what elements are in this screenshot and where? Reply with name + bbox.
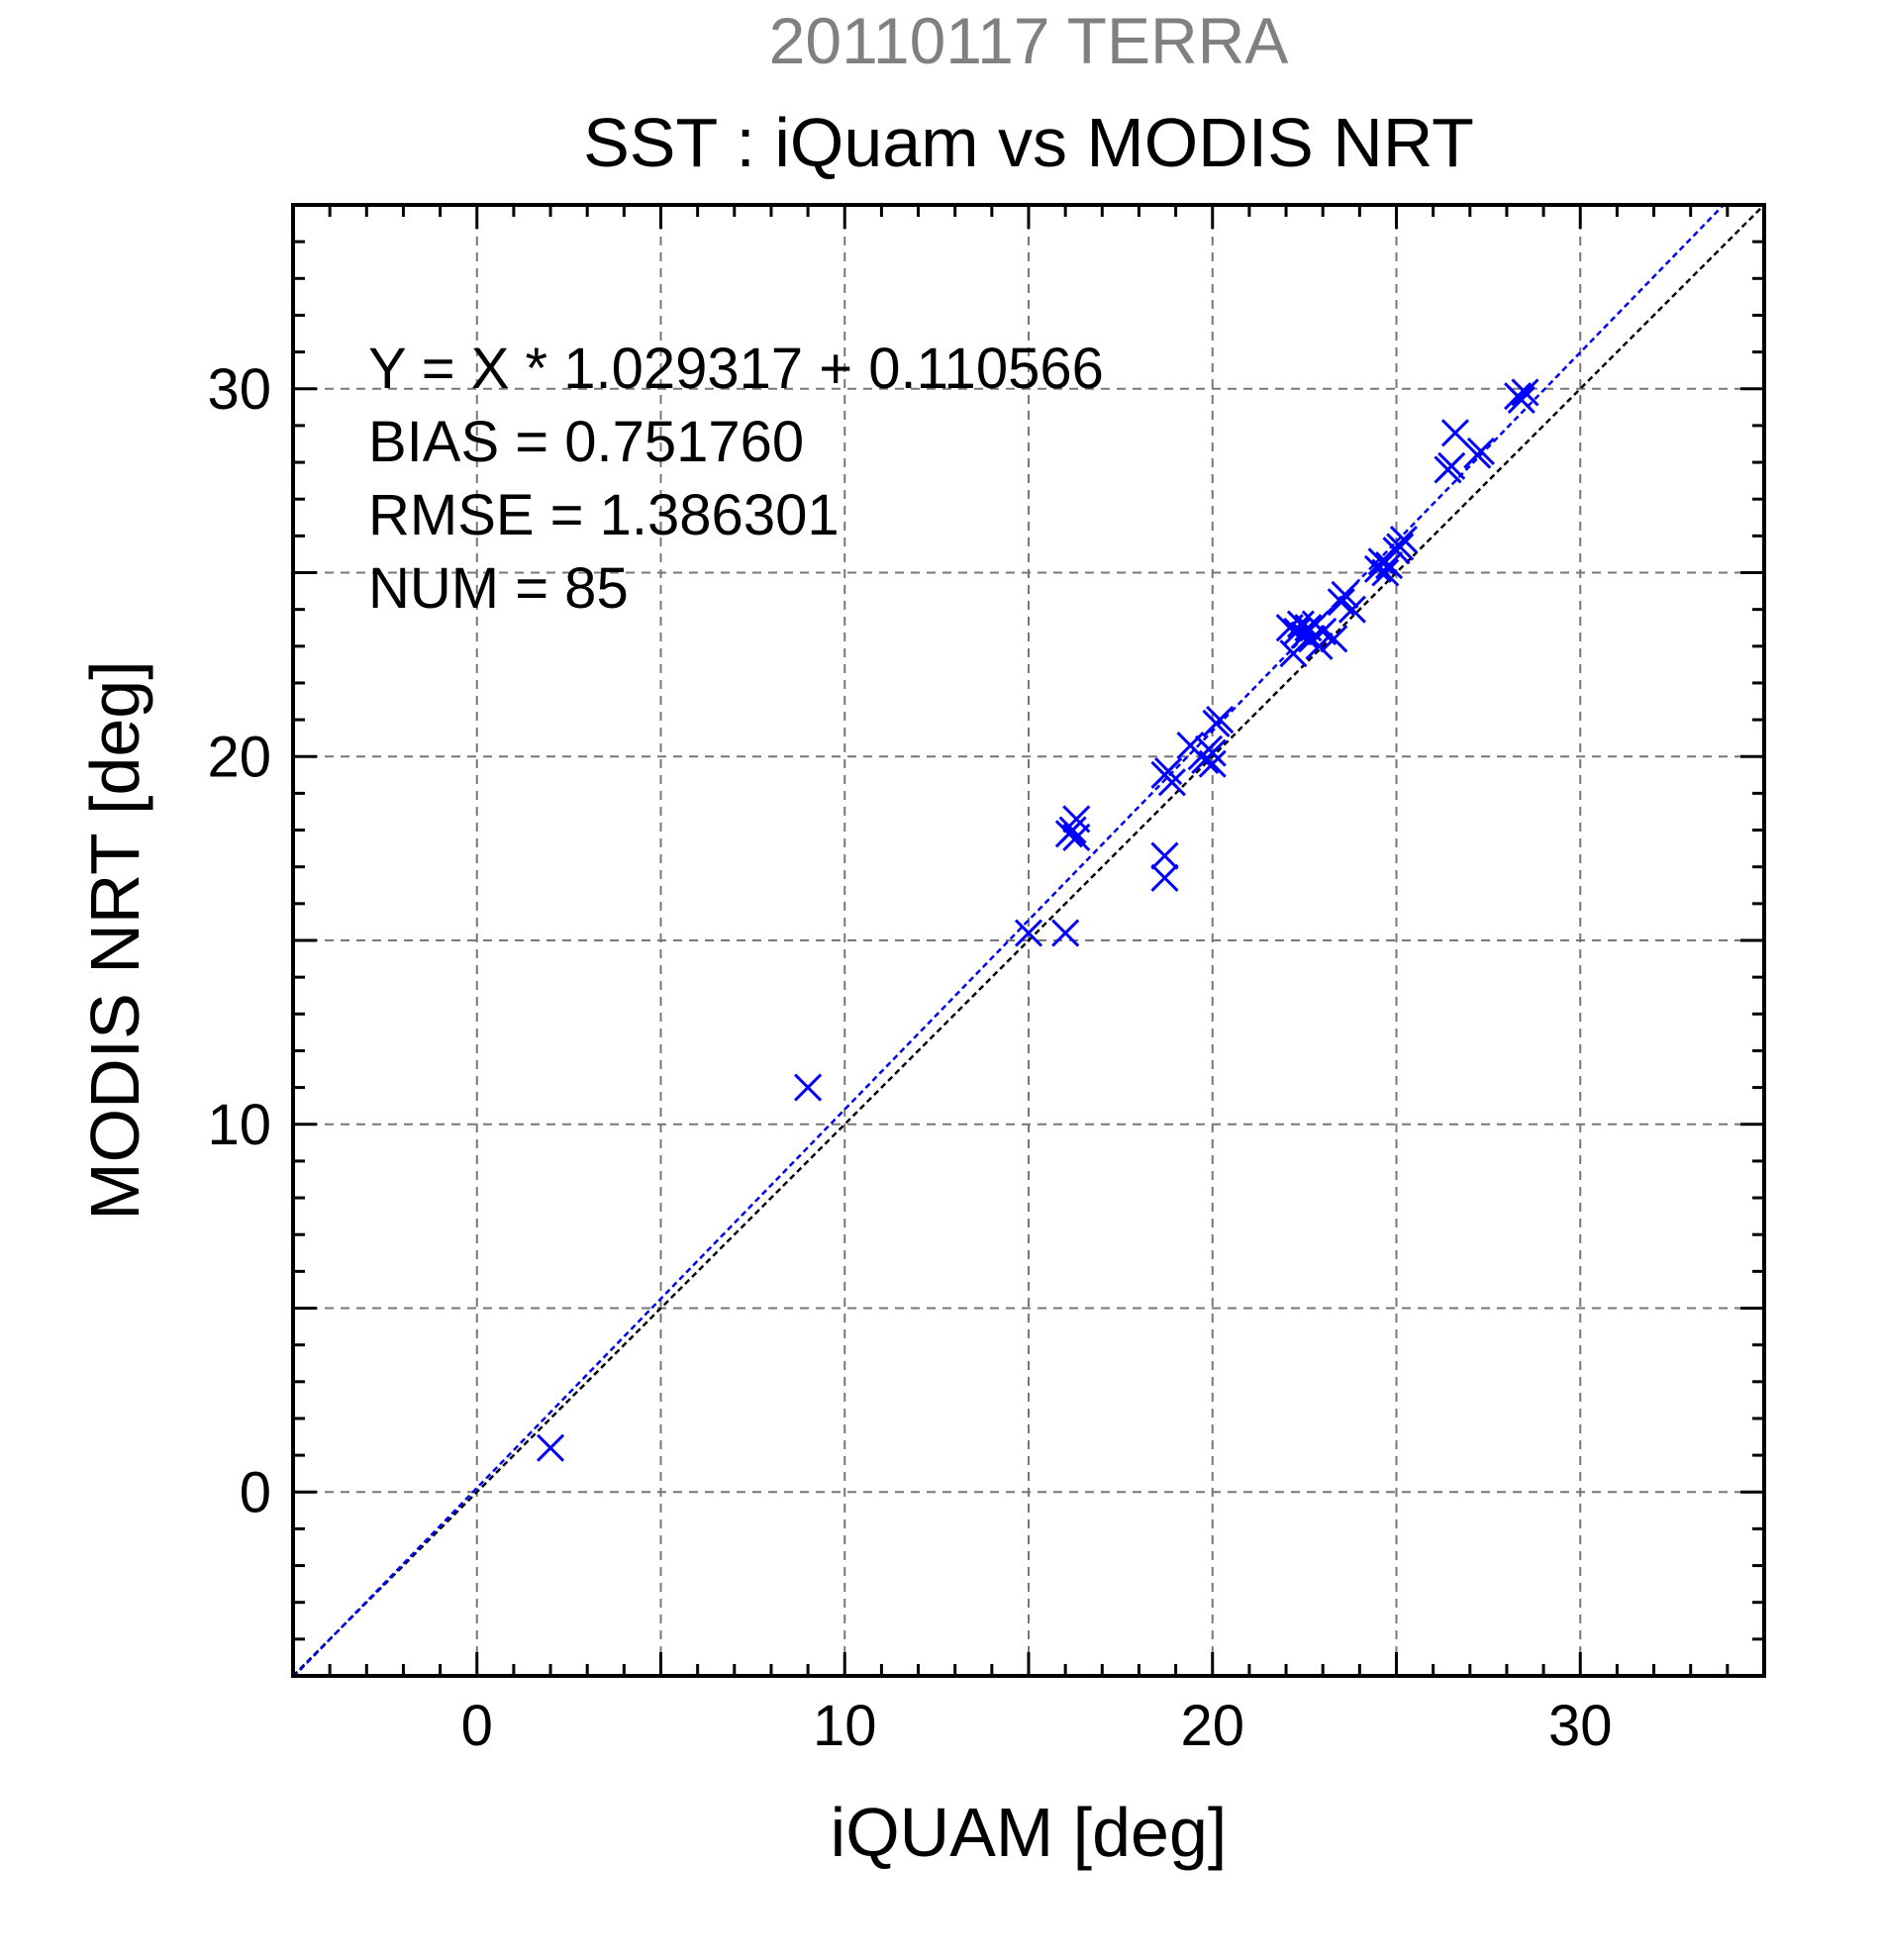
data-point (1511, 378, 1539, 407)
data-point (1331, 580, 1359, 609)
data-point (1375, 551, 1404, 580)
data-point (1194, 735, 1224, 763)
stat-bias: BIAS = 0.751760 (368, 410, 804, 474)
x-tick-label: 30 (1548, 1694, 1613, 1758)
data-point (1051, 919, 1080, 947)
data-point (1062, 823, 1091, 852)
data-point (1466, 437, 1496, 465)
data-point (1150, 841, 1179, 870)
stat-num: NUM = 85 (368, 556, 629, 621)
data-point (1202, 709, 1231, 737)
data-point (1014, 919, 1043, 947)
y-tick-label: 20 (207, 725, 271, 789)
data-points (536, 378, 1539, 1462)
data-point (1054, 820, 1083, 848)
data-point (1382, 537, 1411, 565)
data-point (1150, 863, 1179, 892)
x-tick-label: 10 (813, 1694, 877, 1758)
y-tick-label: 30 (207, 357, 271, 422)
data-point (536, 1433, 565, 1462)
data-point (1286, 610, 1315, 638)
grid-lines (293, 205, 1764, 1676)
data-point (1367, 547, 1396, 576)
chart-supertitle: 20110117 TERRA (769, 4, 1289, 77)
data-point (1154, 757, 1183, 786)
tick-labels: 0 10 20 30 0 10 20 30 (207, 357, 1612, 1758)
chart-title: SST : iQuam vs MODIS NRT (583, 104, 1474, 181)
data-point (1371, 558, 1400, 587)
identity-line (293, 205, 1764, 1676)
data-point (1157, 768, 1186, 797)
data-point (1507, 385, 1535, 414)
y-tick-label: 0 (240, 1460, 271, 1524)
data-point (1337, 595, 1366, 624)
x-tick-label: 0 (461, 1694, 493, 1758)
stat-regression: Y = X * 1.029317 + 0.110566 (368, 337, 1104, 401)
y-tick-label: 10 (207, 1093, 271, 1157)
x-axis-label: iQUAM [deg] (831, 1794, 1228, 1871)
regression-line (293, 205, 1726, 1676)
data-point (1279, 639, 1308, 668)
data-point (1437, 451, 1466, 480)
data-point (1283, 617, 1312, 646)
data-point (1440, 419, 1470, 447)
reference-lines (293, 205, 1764, 1676)
data-point (794, 1073, 823, 1102)
data-point (1320, 625, 1348, 653)
y-axis-label: MODIS NRT [deg] (76, 660, 153, 1220)
stat-rmse: RMSE = 1.386301 (368, 483, 840, 547)
x-tick-label: 20 (1180, 1694, 1244, 1758)
plot-frame (291, 203, 1766, 1678)
